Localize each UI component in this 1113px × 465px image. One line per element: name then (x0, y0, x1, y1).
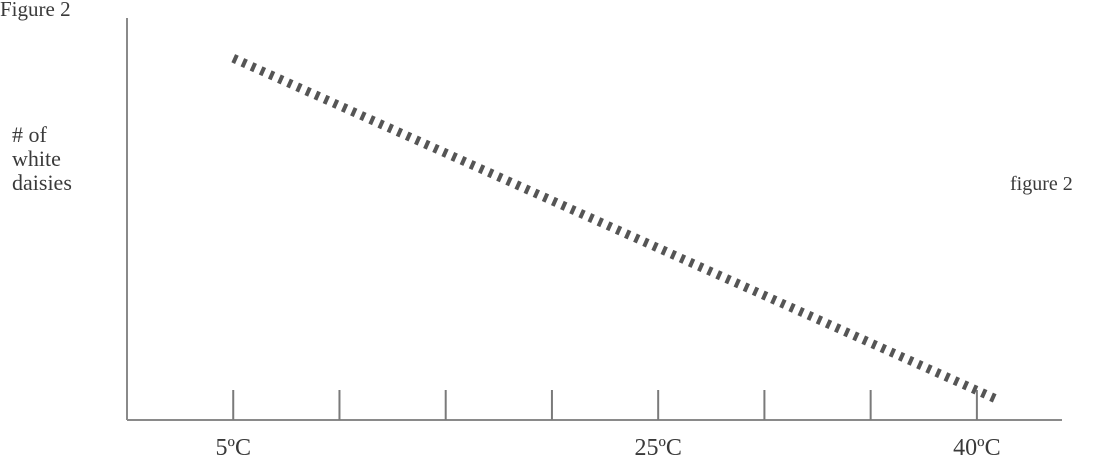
series-line-1 (231, 54, 1000, 405)
x-tick-label-1: 5ºC (216, 435, 251, 461)
y-axis-label-line-2: white (12, 146, 61, 171)
x-tick-label-3: 40ºC (953, 435, 1000, 461)
y-axis-label: # of white daisies (12, 122, 72, 195)
plot-area (231, 54, 1000, 405)
y-axis-label-line-1: # of (12, 122, 48, 147)
figure-annotation: figure 2 (1010, 173, 1073, 195)
x-ticks (232, 390, 978, 420)
x-tick-labels: 5ºC 25ºC 40ºC (216, 435, 1001, 461)
x-tick-label-2: 25ºC (634, 435, 681, 461)
y-axis-label-line-3: daisies (12, 170, 72, 195)
figure-caption: Figure 2 (0, 0, 71, 21)
